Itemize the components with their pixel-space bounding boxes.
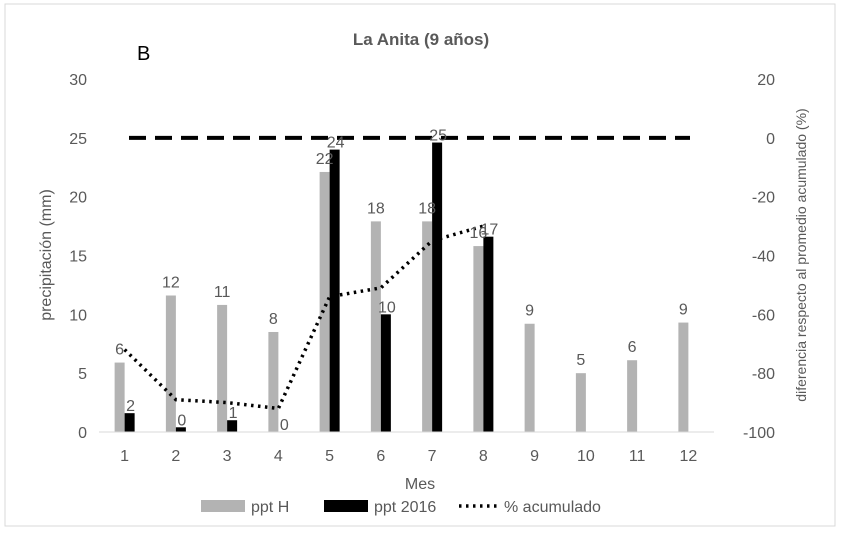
data-label-ppt-h: 18 [418,200,436,217]
y2-tick-label: 0 [766,131,775,148]
data-label-ppt-2016: 2 [126,398,135,415]
data-label-ppt-h: 18 [367,200,385,217]
bar-ppt-2016 [175,427,186,432]
panel-letter: B [137,43,150,65]
bar-ppt-h [217,304,228,432]
data-label-ppt-h: 16 [469,225,487,242]
bar-ppt-2016 [380,314,391,432]
bar-ppt-h [114,362,125,432]
bar-ppt-h [524,323,535,432]
data-label-ppt-2016: 25 [429,128,447,145]
x-axis-ticks: 1 2 3 4 5 6 7 8 9 10 11 12 [120,448,697,465]
data-label-ppt-h: 5 [576,352,585,369]
y2-tick-label: -100 [743,425,775,442]
x-tick-label: 12 [679,448,697,465]
bars-ppt-h [114,171,689,432]
y-tick-label: 20 [69,190,87,207]
legend-label-ppt-h: ppt H [251,499,289,516]
labels-ppt-h: 6 12 11 8 22 18 18 16 9 5 6 9 [115,151,688,369]
data-label-ppt-h: 11 [214,284,231,301]
accumulated-line [123,224,484,411]
x-tick-label: 4 [274,448,283,465]
bar-ppt-h [165,295,176,432]
bar-ppt-2016 [483,236,494,432]
x-tick-label: 9 [530,448,539,465]
bar-ppt-h [473,246,484,432]
bar-ppt-h [319,171,330,432]
x-tick-label: 6 [376,448,385,465]
y2-tick-label: -80 [752,366,775,383]
data-label-ppt-h: 22 [316,151,334,168]
x-axis-label: Mes [405,476,435,493]
x-tick-label: 7 [428,448,437,465]
bar-ppt-h [678,322,689,432]
data-label-ppt-2016: 17 [480,222,498,239]
legend-swatch-ppt-h [201,500,245,512]
y2-tick-label: -20 [752,190,775,207]
data-label-ppt-h: 6 [115,342,124,359]
y-tick-label: 5 [78,366,87,383]
legend-swatch-ppt-2016 [324,500,368,512]
y-tick-label: 25 [69,131,87,148]
x-tick-label: 1 [120,448,129,465]
legend: ppt H ppt 2016 % acumulado [201,499,601,516]
x-tick-label: 10 [577,448,595,465]
x-tick-label: 11 [629,448,646,465]
y2-tick-label: -60 [752,307,775,324]
bar-ppt-h [575,373,586,432]
data-label-ppt-h: 6 [628,339,637,356]
bar-ppt-h [627,360,638,432]
y-axis-ticks: 0 5 10 15 20 25 30 [69,72,87,442]
data-label-ppt-2016: 10 [378,299,396,316]
y2-axis-label: diferencia respecto al promedio acumulad… [793,108,809,401]
bar-ppt-2016 [227,420,238,432]
legend-label-ppt-2016: ppt 2016 [374,499,436,516]
legend-label-accumulated: % acumulado [504,499,601,516]
x-tick-label: 5 [325,448,334,465]
x-tick-label: 8 [479,448,488,465]
y-tick-label: 30 [69,72,87,89]
bar-ppt-2016 [432,142,443,433]
data-label-ppt-2016: 0 [177,412,186,429]
y2-axis-ticks: -100 -80 -60 -40 -20 0 20 [743,72,775,442]
x-tick-label: 3 [223,448,232,465]
chart-border [4,3,836,527]
y-tick-label: 0 [78,425,87,442]
data-label-ppt-h: 12 [162,275,180,292]
data-label-ppt-h: 8 [269,311,278,328]
data-label-ppt-2016: 0 [280,417,289,434]
data-label-ppt-2016: 1 [229,405,238,422]
bar-ppt-2016 [124,413,135,432]
y-axis-label: precipitación (mm) [38,189,55,321]
y2-tick-label: 20 [757,72,775,89]
y-tick-label: 10 [69,307,87,324]
bar-ppt-h [422,221,433,432]
chart-title: La Anita (9 años) [353,30,489,49]
data-label-ppt-2016: 24 [327,135,345,152]
bar-ppt-2016 [329,149,340,432]
data-label-ppt-h: 9 [679,302,688,319]
y-tick-label: 15 [69,249,87,266]
bar-ppt-h [370,221,381,432]
data-label-ppt-h: 9 [525,303,534,320]
bar-ppt-h [268,331,279,432]
y2-tick-label: -40 [752,249,775,266]
bars-ppt-2016 [124,142,494,433]
x-tick-label: 2 [171,448,180,465]
